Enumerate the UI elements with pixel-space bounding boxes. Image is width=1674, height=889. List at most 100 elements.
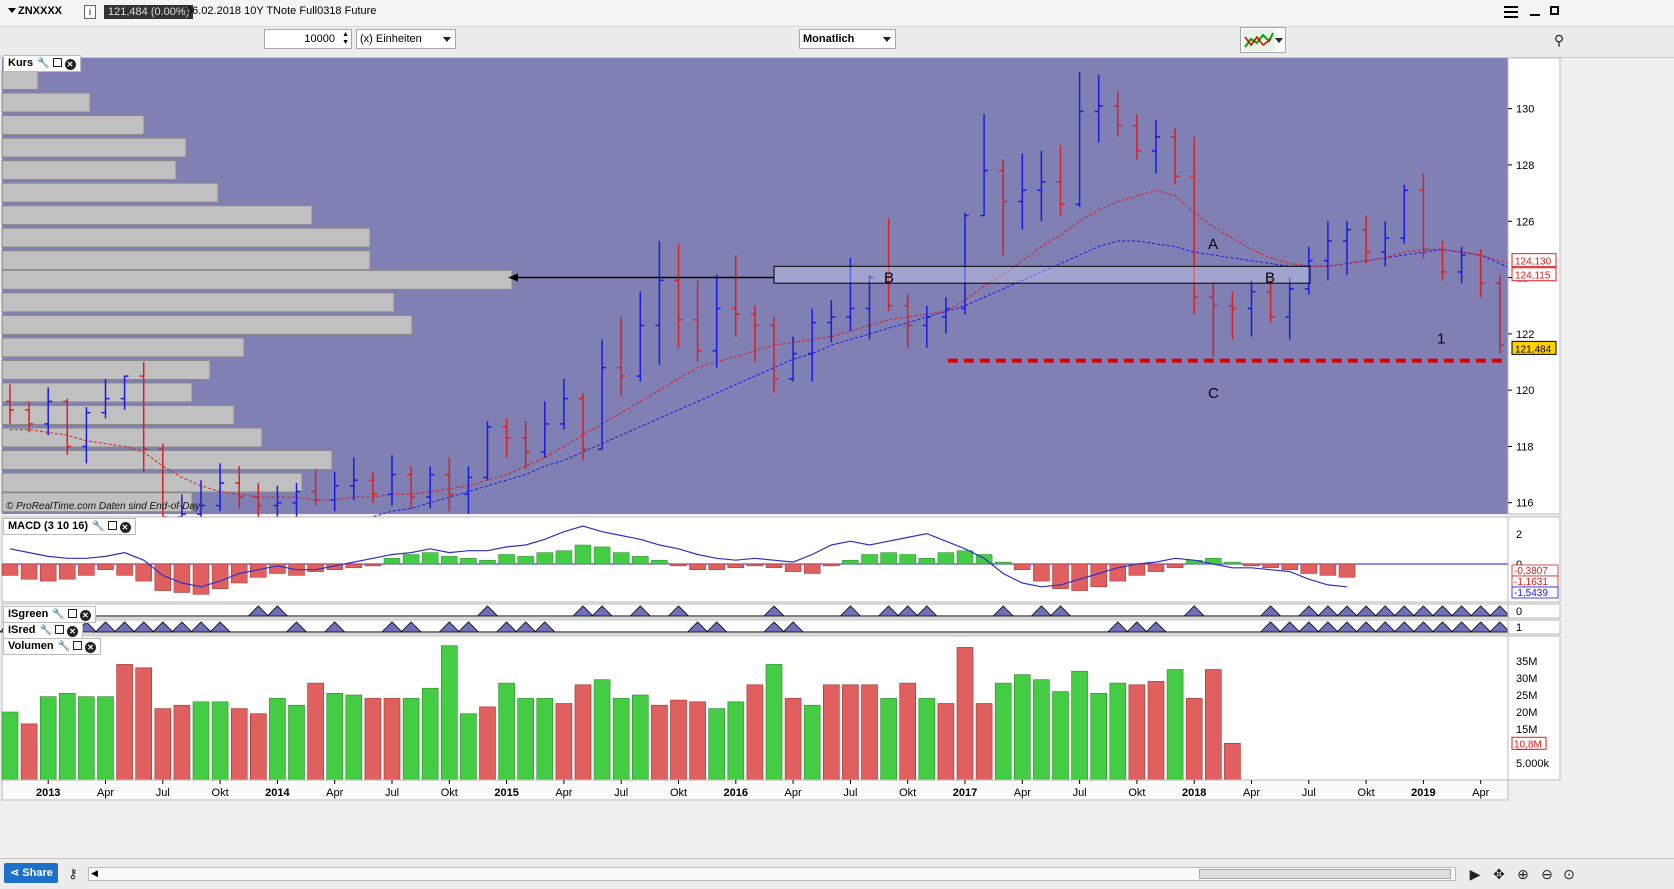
volume-bar [154,708,172,781]
share-label: Share [22,867,53,879]
macd-histogram-bar [97,563,114,570]
macd-histogram-bar [918,558,936,565]
price-tick-label: 118 [1516,441,1534,453]
volume-bar [58,692,76,781]
time-tick-label: 2015 [494,787,518,799]
ohlc-bar [1343,221,1351,275]
ohlc-bar [999,159,1008,256]
zoom-in-icon[interactable]: ⊕ [1517,866,1529,882]
chart-canvas[interactable]: BBAC1130128126124122120118116124,130124,… [0,58,1674,858]
isred-signal [1469,621,1492,633]
isred-signal [1355,621,1378,633]
ohlc-bar [922,305,931,348]
close-icon[interactable]: ✕ [119,522,131,533]
ohlc-bar [292,483,301,517]
ohlc-bar [731,255,740,337]
zoom-fit-icon[interactable]: ⊙ [1563,866,1575,882]
info-icon[interactable]: i [84,5,96,19]
share-button[interactable]: ⋖ Share [4,863,58,883]
volume-bar [269,698,286,781]
macd-histogram-bar [994,561,1012,565]
macd-tag: -0,3807 [1514,566,1548,577]
quantity-stepper-icon[interactable]: ▲ ▼ [342,31,349,46]
time-axis [1,779,1509,801]
ohlc-bar [1323,221,1332,281]
volume-bar [1185,698,1203,781]
menu-icon[interactable] [1504,6,1518,18]
ohlc-bar [1304,246,1313,295]
scrollbar-thumb[interactable] [1199,869,1451,879]
horizontal-scrollbar[interactable]: ◀ [88,867,1456,881]
macd-tag: -1,5439 [1514,588,1548,599]
move-icon[interactable]: ✥ [1493,866,1505,882]
window-icon[interactable] [73,641,83,650]
volume-bar [383,698,401,781]
key-icon[interactable]: ⚷ [68,866,78,881]
volume-bar [708,708,726,781]
volume-profile-bar [1,337,245,358]
macd-histogram-bar [1262,563,1279,569]
close-icon[interactable]: ✕ [85,642,97,653]
window-icon[interactable] [54,625,64,634]
macd-pane-background [1,516,1509,603]
window-icon[interactable] [107,521,117,530]
window-icon[interactable] [52,58,62,67]
close-icon[interactable]: ✕ [64,59,76,70]
wrench-icon[interactable]: 🔧 [39,625,52,636]
volume-profile-bar [1,492,193,513]
ohlc-bar [1152,119,1160,174]
macd-histogram-bar [173,563,191,593]
time-tick-label: 2018 [1182,787,1206,799]
quantity-value: 10000 [304,33,335,45]
scroll-left-icon[interactable]: ◀ [91,868,98,878]
ohlc-bar [1113,91,1122,137]
isgreen-signal [476,605,499,617]
ohlc-bar [636,291,645,382]
volume-bar [1128,684,1146,781]
quantity-input[interactable]: 10000 ▲ ▼ [264,29,352,49]
volume-bar [574,684,592,781]
unit-label: (x) Einheiten [360,33,422,45]
time-tick-label: Okt [212,787,229,799]
scroll-right-icon[interactable]: ▶ [1469,866,1481,882]
unit-select[interactable]: (x) Einheiten [356,29,456,49]
ohlc-bar [1132,114,1141,160]
volume-tick-label: 15M [1516,724,1537,736]
close-icon[interactable]: ✕ [66,626,78,637]
isgreen-signal [1412,605,1435,617]
chart-style-button[interactable] [1240,27,1286,53]
maximize-icon[interactable] [1550,6,1559,15]
close-icon[interactable]: ✕ [79,610,91,621]
zoom-out-icon[interactable]: ⊖ [1541,866,1553,882]
ohlc-bar [903,294,912,348]
ohlc-bar [445,457,454,512]
price-tag: 124,130 [1515,257,1552,268]
price-tick-label: 122 [1516,329,1534,341]
wrench-icon[interactable]: 🔧 [92,521,105,532]
volume-bar [994,682,1012,781]
volume-bar [861,684,878,781]
annotation-c: C [1208,385,1219,402]
volume-bar [727,701,745,781]
pin-icon[interactable]: ⚲ [1553,32,1565,48]
symbol-name[interactable]: ZNXXXX [18,5,63,17]
macd-histogram-bar [1033,563,1050,582]
macd-tick-label: 2 [1516,529,1522,541]
minimize-icon[interactable] [1530,14,1540,16]
timeframe-select[interactable]: Monatlich [799,29,896,49]
isgreen-signal [1183,605,1206,617]
ohlc-bar [44,387,53,436]
time-tick-label: Jul [1302,787,1316,799]
macd-histogram-bar [1300,563,1318,574]
price-pane-title: Kurs 🔧 ✕ [3,55,81,72]
ohlc-bar [598,339,607,451]
volume-profile-bar [1,70,39,91]
isred-tick-label: 1 [1516,622,1522,634]
wrench-icon[interactable]: 🔧 [52,609,65,620]
wrench-icon[interactable]: 🔧 [57,641,71,652]
symbol-dropdown-icon[interactable] [8,8,16,13]
price-tick-label: 120 [1516,385,1534,397]
window-icon[interactable] [67,609,77,618]
time-tick-label: Jul [843,787,857,799]
wrench-icon[interactable]: 🔧 [37,58,50,69]
